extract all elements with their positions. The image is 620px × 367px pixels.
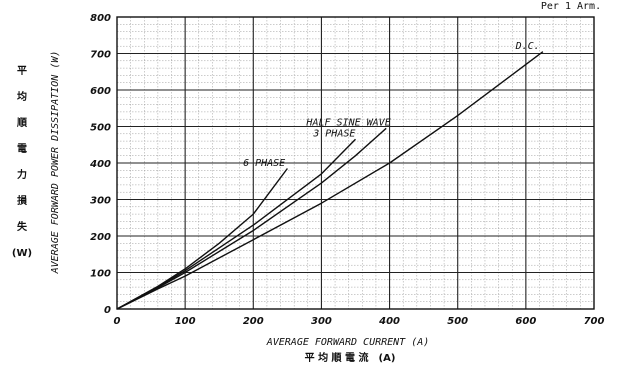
series-label: HALF SINE WAVE — [305, 117, 390, 128]
y-axis-label-jp-char: 電 — [17, 143, 27, 155]
y-axis-label-jp-char: (W) — [12, 248, 32, 259]
x-tick-label: 100 — [175, 316, 196, 327]
x-tick-label: 700 — [584, 316, 605, 327]
y-tick-label: 0 — [104, 305, 111, 316]
y-axis-label-jp-char: 順 — [16, 116, 28, 129]
series-label: D.C. — [515, 41, 540, 52]
y-axis-label-jp-char: 力 — [17, 168, 27, 181]
y-axis-label-jp-char: 均 — [17, 90, 27, 103]
y-tick-label: 100 — [90, 269, 111, 280]
y-axis-label-jp-char: 平 — [17, 65, 27, 77]
y-tick-label: 300 — [90, 196, 111, 207]
major-grid — [117, 17, 594, 309]
x-tick-labels: 0 100 200 300 400 500 600 700 — [114, 316, 605, 327]
y-axis-label-jp-char: 失 — [17, 220, 28, 233]
series-lines — [116, 51, 544, 310]
per-arm-note: Per 1 Arm. — [541, 1, 601, 12]
series-line-6-phase — [116, 168, 288, 310]
y-tick-label: 800 — [90, 13, 111, 24]
y-tick-label: 400 — [89, 159, 111, 170]
minor-grid — [117, 17, 594, 309]
x-tick-label: 0 — [114, 316, 121, 327]
x-tick-label: 400 — [378, 316, 400, 327]
x-tick-label: 300 — [311, 316, 332, 327]
x-tick-label: 200 — [243, 316, 264, 327]
y-axis-label-jp-char: 損 — [17, 194, 28, 207]
series-label: 6 PHASE — [243, 158, 285, 169]
y-tick-label: 500 — [90, 123, 111, 134]
series-line-d-c — [116, 51, 544, 310]
y-tick-labels: 0 100 200 300 400 500 600 700 800 — [89, 13, 111, 316]
x-tick-label: 600 — [515, 316, 536, 327]
plot-frame — [116, 16, 595, 310]
y-axis-label: AVERAGE FORWARD POWER DISSIPATION (W) — [50, 51, 61, 275]
y-tick-label: 600 — [90, 86, 111, 97]
x-axis-label: AVERAGE FORWARD CURRENT (A) — [266, 337, 430, 348]
y-tick-label: 200 — [90, 232, 111, 243]
x-axis-label-jp: 平 均 順 電 流 (A) — [305, 351, 396, 364]
series-label: 3 PHASE — [312, 129, 355, 140]
x-tick-label: 500 — [447, 316, 468, 327]
y-tick-label: 700 — [90, 50, 111, 61]
